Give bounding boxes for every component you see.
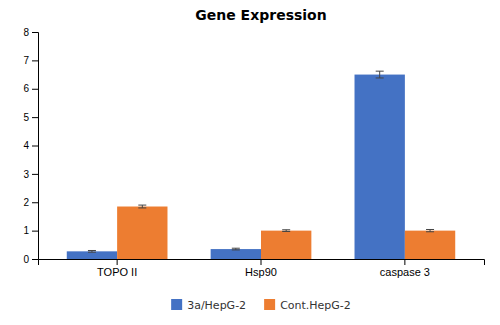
x-axis-line: [39, 260, 485, 266]
legend-label: 3a/HepG-2: [187, 299, 246, 312]
y-tick-mark: [32, 174, 38, 175]
legend-label: Cont.HepG-2: [280, 299, 351, 312]
y-tick: 4: [23, 140, 38, 151]
error-bar: [376, 71, 384, 78]
y-tick-label: 5: [23, 112, 29, 123]
x-tick-mark: [261, 259, 262, 265]
bar: [67, 251, 117, 259]
title: Gene Expression: [195, 7, 326, 23]
series: [117, 205, 455, 259]
y-axis-line: [32, 33, 39, 260]
error-bar: [426, 229, 434, 231]
error-bar: [138, 205, 146, 208]
y-tick: 6: [23, 83, 38, 94]
x-tick: caspase 3: [380, 259, 430, 278]
legend-item: 3a/HepG-2: [171, 299, 246, 312]
marks: [67, 71, 455, 259]
x-tick: Hsp90: [245, 259, 277, 278]
y-tick: 1: [23, 225, 38, 236]
y-tick-mark: [32, 117, 38, 118]
y-tick-label: 7: [23, 55, 29, 66]
y-tick-label: 8: [23, 27, 29, 38]
error-bar: [232, 248, 240, 250]
y-tick-mark: [32, 60, 38, 61]
error-bar: [282, 230, 290, 232]
x-tick-mark: [404, 259, 405, 265]
y-tick-label: 3: [23, 169, 29, 180]
y-tick-mark: [32, 89, 38, 90]
legend: 3a/HepG-2 Cont.HepG-2: [171, 299, 351, 312]
bar: [355, 75, 405, 259]
bar: [117, 207, 167, 259]
y-tick-mark: [32, 32, 38, 33]
y-tick: 7: [23, 55, 38, 66]
x-tick-mark: [117, 259, 118, 265]
y-tick: 0: [23, 254, 38, 265]
y-tick: 5: [23, 112, 38, 123]
y-tick-label: 4: [23, 140, 29, 151]
bar: [211, 249, 261, 259]
x-tick: TOPO II: [97, 259, 137, 278]
x-axis: TOPO II Hsp90 caspase 3: [39, 259, 485, 278]
y-tick: 2: [23, 197, 38, 208]
error-bar: [88, 250, 96, 252]
y-tick-label: 2: [23, 197, 29, 208]
y-tick-mark: [32, 202, 38, 203]
y-axis: 0 1 2 3 4 5 6 7 8: [23, 27, 38, 265]
x-tick-label: caspase 3: [380, 266, 430, 278]
y-tick-label: 1: [23, 225, 29, 236]
y-tick-mark: [32, 146, 38, 147]
series: [67, 71, 405, 259]
legend-swatch: [264, 299, 275, 310]
x-tick-label: TOPO II: [97, 266, 137, 278]
bar: [261, 231, 311, 259]
x-tick-label: Hsp90: [245, 266, 277, 278]
y-tick-label: 0: [23, 254, 29, 265]
plot: 0 1 2 3 4 5 6 7 8 TOPO II Hsp90 caspase 3: [23, 27, 484, 278]
y-tick-label: 6: [23, 83, 29, 94]
chart: 0 1 2 3 4 5 6 7 8 TOPO II Hsp90 caspase 3 Gene Expre…: [0, 0, 500, 325]
y-tick: 3: [23, 169, 38, 180]
legend-item: Cont.HepG-2: [264, 299, 351, 312]
y-tick-mark: [32, 259, 38, 260]
y-tick-mark: [32, 231, 38, 232]
bar: [405, 231, 455, 259]
y-tick: 8: [23, 27, 38, 38]
legend-swatch: [171, 299, 182, 310]
